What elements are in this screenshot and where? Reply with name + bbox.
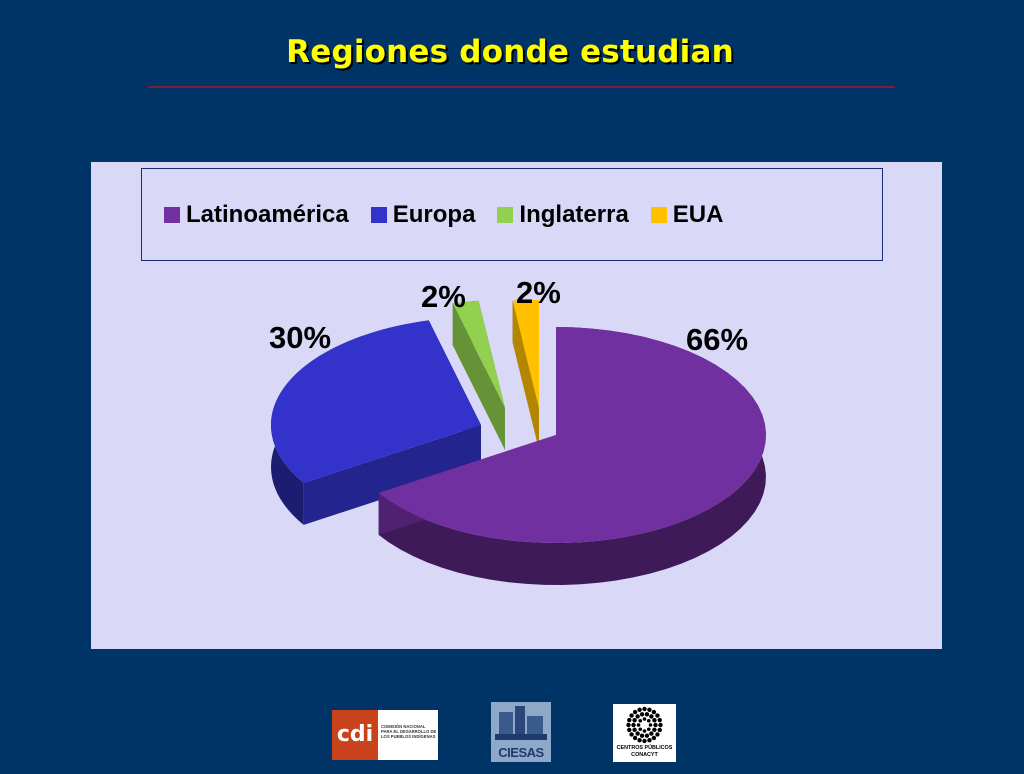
conacyt-dot (651, 735, 657, 741)
legend-label: Inglaterra (519, 201, 629, 228)
conacyt-dot (642, 729, 647, 733)
conacyt-dot (635, 714, 640, 719)
conacyt-dot (658, 722, 663, 728)
conacyt-emblem-icon (626, 706, 663, 744)
conacyt-dot (637, 738, 642, 743)
conacyt-dot (647, 738, 652, 743)
cdi-logo-mark: cdi (332, 710, 378, 760)
legend-swatch (650, 207, 667, 223)
pie-slice (271, 320, 481, 483)
conacyt-dot (629, 732, 634, 737)
conacyt-dot (648, 723, 653, 727)
conacyt-dot (636, 723, 641, 727)
conacyt-dot (639, 712, 645, 717)
data-label: 2% (516, 275, 561, 310)
cdi-logo-text: COMISIÓN NACIONAL PARA EL DESARROLLO DE … (381, 724, 437, 739)
legend-swatch (497, 207, 514, 223)
pie-slice-group (271, 320, 481, 525)
legend-item: Inglaterra (497, 201, 629, 229)
conacyt-dot (632, 735, 638, 741)
conacyt-dot (644, 733, 650, 738)
legend-items: Latinoamérica Europa Inglaterra EUA (164, 201, 723, 229)
conacyt-dot (647, 707, 652, 712)
data-label: 66% (686, 322, 748, 357)
pie-slice (512, 300, 539, 408)
legend-label: Europa (392, 201, 476, 228)
pie-slice-edge (512, 300, 539, 450)
conacyt-dot (642, 738, 647, 744)
cdi-logo: cdi COMISIÓN NACIONAL PARA EL DESARROLLO… (332, 710, 438, 760)
conacyt-dot (657, 727, 662, 733)
ciesas-logo-text: CIESAS (498, 745, 544, 760)
legend-item: Europa (370, 201, 476, 229)
conacyt-dot (627, 727, 632, 733)
pie-chart: 66% 30% 2% 2% (269, 275, 766, 585)
legend-label: Latinoamérica (186, 201, 349, 228)
conacyt-dot (626, 722, 631, 728)
title-divider (148, 86, 895, 88)
pie-slice-group (452, 300, 505, 450)
conacyt-logo: CENTROS PÚBLICOS CONACYT (613, 704, 676, 762)
legend-item: Latinoamérica (164, 201, 349, 229)
conacyt-dot (651, 709, 657, 715)
ciesas-logo: CIESAS (491, 702, 551, 762)
data-label: 2% (421, 279, 466, 314)
conacyt-dot (652, 727, 657, 732)
pie-slice (452, 300, 505, 408)
conacyt-dot (629, 713, 634, 718)
conacyt-dot (642, 717, 647, 721)
conacyt-dot (631, 722, 636, 728)
pie-slice-edge (303, 425, 481, 525)
conacyt-dot (649, 714, 654, 719)
ciesas-emblem-icon (495, 706, 547, 740)
pie-slice-group (512, 300, 539, 450)
conacyt-dot (638, 727, 643, 732)
conacyt-dot (657, 717, 662, 723)
conacyt-dot (632, 709, 638, 715)
conacyt-dot (655, 713, 660, 718)
conacyt-dot (635, 731, 640, 736)
legend-swatch (370, 207, 387, 223)
chart-panel: Latinoamérica Europa Inglaterra EUA 66% 30% 2… (91, 162, 942, 649)
data-label: 30% (269, 320, 331, 355)
legend-label: EUA (672, 201, 724, 228)
conacyt-dot (646, 718, 651, 723)
conacyt-dot (638, 718, 643, 723)
conacyt-dot (639, 733, 645, 738)
slide-title: Regiones donde estudian (286, 34, 734, 70)
conacyt-dot (655, 732, 660, 737)
conacyt-dot (652, 718, 657, 723)
conacyt-dot (653, 722, 658, 728)
conacyt-dot (642, 706, 647, 712)
conacyt-line1: CENTROS PÚBLICOS (616, 745, 673, 751)
conacyt-dot (644, 712, 650, 717)
conacyt-dot (632, 718, 637, 723)
pie-slice-group (378, 327, 766, 585)
conacyt-line2: CONACYT (631, 751, 658, 758)
chart-legend: Latinoamérica Europa Inglaterra EUA (141, 168, 883, 261)
conacyt-dot (627, 717, 632, 723)
conacyt-dot (649, 731, 654, 736)
legend-item: EUA (650, 201, 724, 229)
footer-logos: cdi COMISIÓN NACIONAL PARA EL DESARROLLO… (0, 700, 1024, 764)
pie-slice (378, 327, 766, 543)
conacyt-dot (637, 707, 642, 712)
conacyt-dot (646, 727, 651, 732)
pie-slice-edge (452, 303, 505, 450)
conacyt-dot (632, 727, 637, 732)
legend-swatch (164, 207, 180, 223)
